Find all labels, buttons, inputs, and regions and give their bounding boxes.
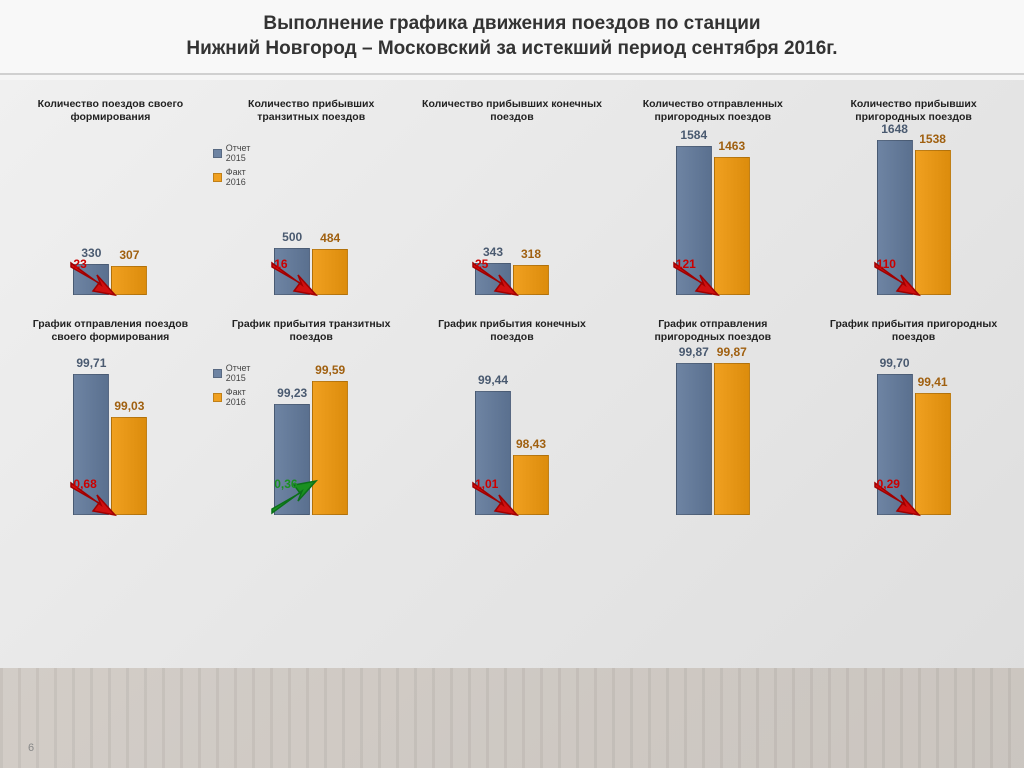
bar-value: 500 bbox=[282, 230, 302, 244]
content-area: Количество поездов своего формирования 33… bbox=[0, 75, 1024, 545]
bar-value: 1463 bbox=[718, 139, 745, 153]
legend-label-1: Отчет2015 bbox=[226, 363, 251, 383]
legend-item-2: Факт2016 bbox=[213, 387, 251, 407]
chart: Количество прибывших транзитных поездов 5… bbox=[221, 95, 401, 295]
chart-title: Количество прибывших конечных поездов bbox=[422, 95, 602, 123]
legend-label-2: Факт2016 bbox=[226, 167, 246, 187]
bars-area: 99,70 99,41 0,29 bbox=[849, 355, 979, 515]
bar-value: 1538 bbox=[919, 132, 946, 146]
bar-value: 99,44 bbox=[478, 373, 508, 387]
arrow-down-icon bbox=[264, 253, 324, 303]
chart: Количество прибывших пригородных поездов… bbox=[824, 95, 1004, 295]
legend: Отчет2015 Факт2016 bbox=[213, 143, 251, 191]
delta-value: 23 bbox=[73, 257, 86, 271]
bars-area: 99,23 99,59 0,36 bbox=[246, 355, 376, 515]
chart: График прибытия транзитных поездов99,239… bbox=[221, 315, 401, 515]
chart: График отправления поездов своего формир… bbox=[20, 315, 200, 515]
bars-area: 343318 25 bbox=[447, 135, 577, 295]
chart-row-2: График отправления поездов своего формир… bbox=[10, 315, 1014, 515]
bars-area: 15841463 121 bbox=[648, 135, 778, 295]
bars-area: 500 484 16 bbox=[246, 135, 376, 295]
delta-value: 25 bbox=[475, 257, 488, 271]
legend-swatch-icon bbox=[213, 149, 222, 158]
delta-value: 1,01 bbox=[475, 477, 498, 491]
legend-label-1: Отчет2015 bbox=[226, 143, 251, 163]
chart-row-1: Количество поездов своего формирования 33… bbox=[10, 95, 1014, 295]
chart-title: График отправления поездов своего формир… bbox=[20, 315, 200, 343]
bar-value: 98,43 bbox=[516, 437, 546, 451]
delta-value: 0,68 bbox=[73, 477, 96, 491]
chart-title: График прибытия пригородных поездов bbox=[824, 315, 1004, 343]
title-line-1: Выполнение графика движения поездов по с… bbox=[263, 13, 760, 34]
bar-value: 99,03 bbox=[114, 399, 144, 413]
chart-title: График отправления пригородных поездов bbox=[623, 315, 803, 343]
chart: Количество отправленных пригородных поез… bbox=[623, 95, 803, 295]
bar-fill bbox=[714, 363, 750, 515]
page-number: 6 bbox=[28, 742, 34, 754]
legend-swatch-icon bbox=[213, 173, 222, 182]
bars-area: 99,44 98,43 1,01 bbox=[447, 355, 577, 515]
bar-value: 1584 bbox=[680, 128, 707, 142]
chart: Количество поездов своего формирования 33… bbox=[20, 95, 200, 295]
legend-swatch-icon bbox=[213, 393, 222, 402]
legend-label-2: Факт2016 bbox=[226, 387, 246, 407]
bar-2015: 99,87 bbox=[676, 363, 712, 515]
chart: График отправления пригородных поездов 99… bbox=[623, 315, 803, 515]
delta-value: 110 bbox=[877, 257, 896, 271]
legend-item-1: Отчет2015 bbox=[213, 363, 251, 383]
chart-title: График прибытия конечных поездов bbox=[422, 315, 602, 343]
legend: Отчет2015 Факт2016 bbox=[213, 363, 251, 411]
arrow-down-icon bbox=[63, 253, 123, 303]
arrow-down-icon bbox=[465, 253, 525, 303]
bar-value: 1648 bbox=[881, 122, 908, 136]
bar-value: 99,23 bbox=[277, 386, 307, 400]
chart: График прибытия конечных поездов 99,44 98,… bbox=[422, 315, 602, 515]
page-title: Выполнение графика движения поездов по с… bbox=[20, 12, 1004, 61]
legend-swatch-icon bbox=[213, 369, 222, 378]
bars-area: 99,8799,87 bbox=[648, 355, 778, 515]
chart: График прибытия пригородных поездов 99,70… bbox=[824, 315, 1004, 515]
delta-value: 121 bbox=[676, 257, 696, 271]
background-tracks bbox=[0, 668, 1024, 768]
chart-title: График прибытия транзитных поездов bbox=[221, 315, 401, 343]
delta-value: 0,29 bbox=[877, 477, 900, 491]
title-line-2: Нижний Новгород – Московский за истекший… bbox=[186, 38, 837, 59]
bar-value: 484 bbox=[320, 231, 340, 245]
arrow-down-icon bbox=[867, 253, 927, 303]
bar-value: 99,71 bbox=[76, 356, 106, 370]
chart: Количество прибывших конечных поездов 343… bbox=[422, 95, 602, 295]
chart-title: Количество прибывших транзитных поездов bbox=[221, 95, 401, 123]
legend-item-1: Отчет2015 bbox=[213, 143, 251, 163]
delta-value: 0,36 bbox=[274, 477, 297, 491]
bar-value: 99,70 bbox=[880, 356, 910, 370]
bar-value: 99,41 bbox=[918, 375, 948, 389]
title-bar: Выполнение графика движения поездов по с… bbox=[0, 0, 1024, 75]
bar-2016: 99,87 bbox=[714, 363, 750, 515]
chart-title: Количество поездов своего формирования bbox=[20, 95, 200, 123]
legend-item-2: Факт2016 bbox=[213, 167, 251, 187]
chart-title: Количество прибывших пригородных поездов bbox=[824, 95, 1004, 123]
bar-fill bbox=[676, 363, 712, 515]
bar-value: 99,87 bbox=[717, 345, 747, 359]
bars-area: 99,71 99,03 0,68 bbox=[45, 355, 175, 515]
bars-area: 16481538 110 bbox=[849, 135, 979, 295]
bar-value: 99,87 bbox=[679, 345, 709, 359]
bar-value: 99,59 bbox=[315, 363, 345, 377]
delta-value: 16 bbox=[274, 257, 287, 271]
chart-title: Количество отправленных пригородных поез… bbox=[623, 95, 803, 123]
bars-area: 330307 23 bbox=[45, 135, 175, 295]
